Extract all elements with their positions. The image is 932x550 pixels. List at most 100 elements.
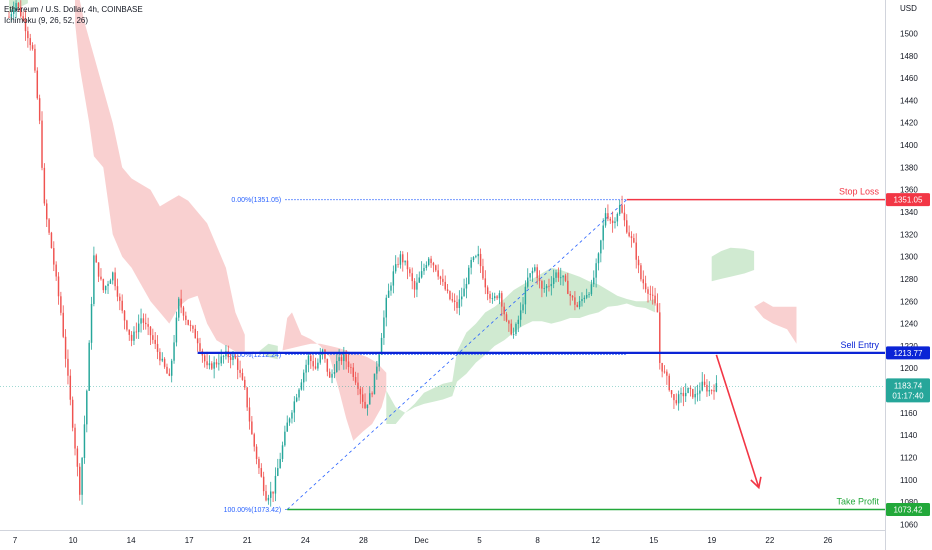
- candle-body: [498, 293, 501, 299]
- candle-body: [267, 497, 270, 501]
- candle-body: [420, 271, 423, 278]
- candle-body: [416, 282, 418, 290]
- candle-body: [482, 266, 484, 279]
- candle-body: [149, 326, 152, 336]
- candle-body: [468, 267, 470, 284]
- candle-body: [354, 376, 357, 383]
- candle-body: [93, 255, 95, 304]
- candle-body: [86, 390, 88, 425]
- candle-body: [621, 205, 623, 213]
- price-tick-label: 1120: [900, 453, 918, 462]
- candle-body: [29, 38, 31, 46]
- candle-body: [100, 276, 102, 280]
- candle-body: [107, 283, 109, 287]
- candle-body: [602, 225, 604, 241]
- candle-body: [168, 373, 171, 376]
- stop-loss-label: Stop Loss: [839, 187, 880, 197]
- candle-body: [192, 325, 194, 329]
- candle-body: [53, 248, 55, 265]
- candle-body: [618, 205, 621, 214]
- candle-body: [163, 358, 166, 367]
- last-price-tag: 1183.74: [894, 381, 923, 390]
- candle-body: [380, 337, 383, 355]
- candle-body: [453, 300, 456, 302]
- candle-body: [208, 363, 211, 366]
- candle-body: [22, 16, 24, 20]
- candle-body: [357, 382, 359, 389]
- candle-body: [496, 296, 498, 299]
- time-tick-label: 17: [185, 536, 194, 545]
- candle-body: [12, 10, 15, 14]
- candle-body: [529, 273, 531, 278]
- candle-body: [567, 280, 569, 294]
- candle-body: [340, 357, 343, 362]
- candle-body: [135, 331, 138, 333]
- candle-body: [399, 254, 402, 265]
- price-tick-label: 1420: [900, 119, 918, 128]
- candle-body: [494, 296, 496, 299]
- fib-level-label: 50.00%(1212.24): [228, 352, 282, 359]
- candle-body: [277, 468, 279, 476]
- candle-body: [246, 387, 248, 408]
- candle-body: [578, 301, 581, 307]
- candle-body: [119, 296, 121, 301]
- candle-body: [185, 315, 187, 320]
- candle-body: [272, 491, 274, 494]
- candle-body: [642, 279, 645, 284]
- candle-body: [189, 324, 192, 326]
- candle-body: [585, 294, 588, 298]
- candle-body: [413, 281, 416, 290]
- candle-body: [543, 288, 545, 290]
- candle-body: [279, 458, 281, 469]
- time-axis[interactable]: 7 10 14 17 21 24 28 Dec 5 8 12 15 19 22 26: [0, 530, 885, 546]
- candle-body: [411, 273, 413, 282]
- candle-body: [437, 270, 439, 277]
- candle-body: [45, 203, 48, 220]
- candle-body: [684, 392, 687, 397]
- candle-body: [515, 324, 517, 335]
- countdown-tag: 01:17:40: [892, 391, 924, 400]
- candle-body: [402, 254, 404, 263]
- candle-body: [536, 267, 538, 279]
- candle-body: [435, 265, 437, 271]
- candle-body: [274, 475, 277, 494]
- candle-body: [232, 356, 234, 360]
- kumo-bearish: [75, 0, 245, 352]
- candle-body: [635, 242, 637, 260]
- candle-body: [439, 276, 442, 279]
- candle-body: [595, 263, 597, 278]
- candle-body: [706, 384, 708, 392]
- price-tick-label: 1480: [900, 52, 918, 61]
- candle-body: [609, 218, 612, 221]
- candle-body: [121, 300, 123, 311]
- candle-body: [104, 286, 107, 291]
- candle-body: [656, 303, 659, 313]
- candle-body: [673, 394, 675, 401]
- candle-body: [659, 312, 661, 363]
- candle-body: [576, 304, 578, 307]
- candle-body: [147, 324, 149, 327]
- sell-entry-tag: 1213.77: [894, 349, 923, 358]
- fib-level-label: 100.00%(1073.42): [224, 507, 282, 514]
- candle-body: [262, 476, 265, 492]
- candle-body: [95, 255, 97, 263]
- candle-body: [345, 353, 347, 362]
- candle-body: [38, 98, 41, 121]
- candle-body: [81, 457, 83, 495]
- candle-body: [607, 213, 609, 219]
- candle-body: [213, 362, 215, 369]
- candle-body: [338, 357, 340, 362]
- candle-body: [74, 427, 76, 449]
- time-tick-label: 14: [127, 536, 136, 545]
- candle-body: [220, 356, 222, 364]
- price-axis[interactable]: USD1060108011001120114011601180120012201…: [885, 0, 919, 550]
- candle-body: [369, 393, 371, 405]
- candle-body: [203, 355, 206, 362]
- candle-body: [574, 297, 576, 305]
- candle-body: [460, 296, 463, 300]
- candle-body: [531, 270, 534, 274]
- candle-body: [675, 400, 678, 404]
- candle-body: [307, 355, 310, 365]
- candle-body: [175, 317, 178, 343]
